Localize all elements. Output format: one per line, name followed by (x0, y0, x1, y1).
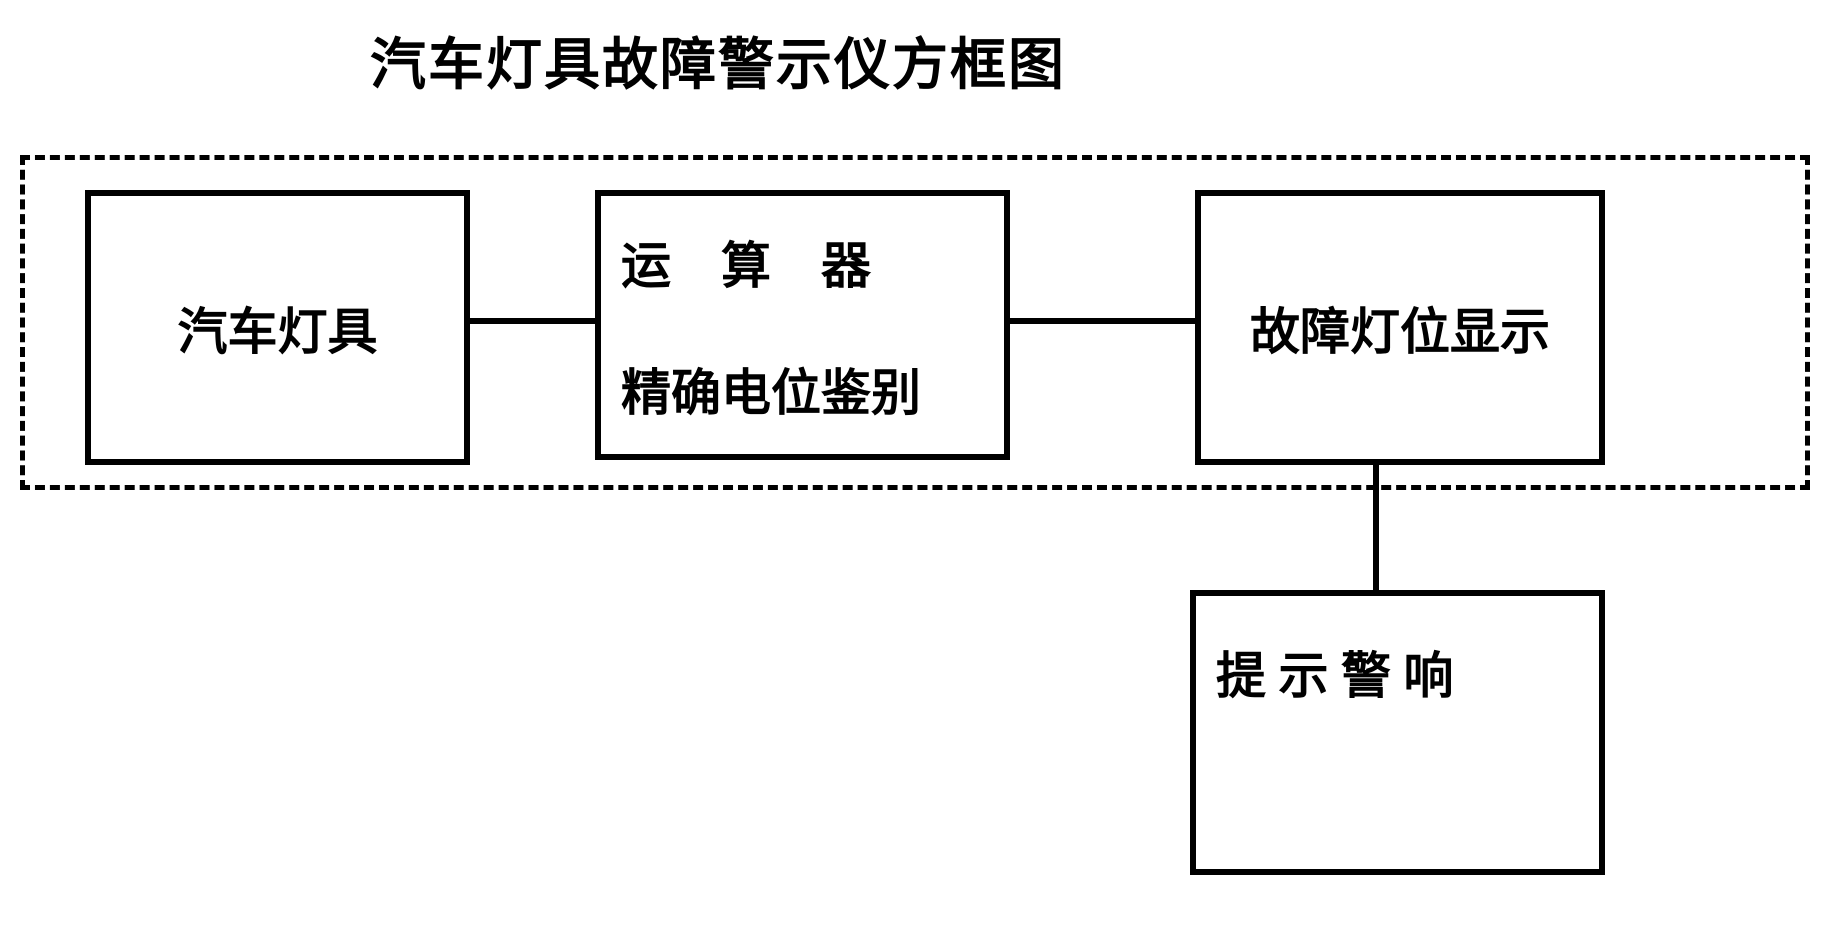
node-calc: 运 算 器 精确电位鉴别 (595, 190, 1010, 460)
node-display-label: 故障灯位显示 (1250, 292, 1550, 364)
node-calc-line1: 运 算 器 (621, 226, 871, 298)
node-lamps: 汽车灯具 (85, 190, 470, 465)
edge-calc-display (1010, 318, 1195, 324)
node-alarm: 提 示 警 响 (1190, 590, 1605, 875)
edge-lamps-calc (470, 318, 595, 324)
diagram-canvas: 汽车灯具故障警示仪方框图 汽车灯具 运 算 器 精确电位鉴别 故障灯位显示 提 … (0, 0, 1824, 934)
node-display: 故障灯位显示 (1195, 190, 1605, 465)
diagram-title: 汽车灯具故障警示仪方框图 (370, 20, 1066, 101)
edge-display-alarm (1373, 465, 1379, 590)
node-alarm-label: 提 示 警 响 (1216, 636, 1454, 708)
node-lamps-label: 汽车灯具 (178, 292, 378, 364)
node-calc-line2: 精确电位鉴别 (621, 353, 921, 425)
